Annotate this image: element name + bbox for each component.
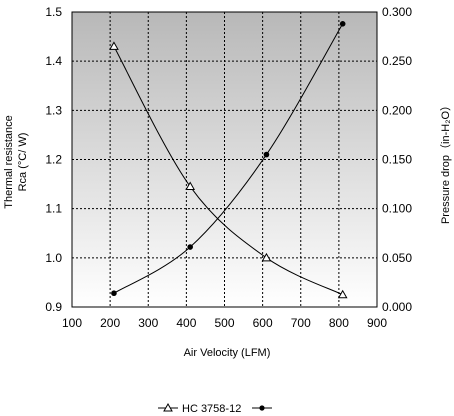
legend: HC 3758-12 bbox=[158, 402, 272, 415]
series-2-line bbox=[113, 23, 344, 294]
x-tick-label-500: 500 bbox=[214, 316, 234, 330]
series-1-point-610 bbox=[261, 252, 272, 262]
x-tick-label-600: 600 bbox=[253, 316, 273, 330]
series-1-point-210 bbox=[109, 41, 119, 50]
legend-triangle-marker bbox=[163, 402, 173, 412]
x-tick-label-200: 200 bbox=[100, 316, 120, 330]
x-tick-label-400: 400 bbox=[176, 316, 196, 330]
x-tick-label-100: 100 bbox=[62, 316, 82, 330]
x-tick-label-700: 700 bbox=[291, 316, 311, 330]
y-right-tick-label-0.150: 0.150 bbox=[382, 153, 412, 167]
x-axis-title: Air Velocity (LFM) bbox=[184, 347, 271, 359]
y-left-tick-label-1.0: 1.0 bbox=[45, 251, 62, 265]
series-2-point-410 bbox=[187, 244, 193, 250]
y-left-tick-label-1.3: 1.3 bbox=[45, 103, 62, 117]
tick-labels: 100 200 300 400 500 600 700 800 900 0.9 1.0 1.1 1.2 1… bbox=[45, 5, 412, 330]
y-left-tick-label-1.5: 1.5 bbox=[45, 5, 62, 19]
series-1-point-810 bbox=[337, 289, 348, 299]
y-left-axis-title-line2: Rca (°C/ W) bbox=[17, 133, 29, 192]
y-right-tick-label-0.000: 0.000 bbox=[382, 300, 412, 314]
series-2-point-210 bbox=[111, 290, 117, 297]
series-2-point-810 bbox=[339, 21, 346, 27]
y-right-tick-label-0.100: 0.100 bbox=[382, 202, 412, 216]
y-left-tick-label-1.4: 1.4 bbox=[45, 54, 62, 68]
series bbox=[109, 21, 348, 299]
y-left-tick-label-1.1: 1.1 bbox=[45, 202, 62, 216]
y-right-tick-label-0.050: 0.050 bbox=[382, 251, 412, 265]
gridlines bbox=[72, 12, 377, 307]
x-tick-label-900: 900 bbox=[367, 316, 387, 330]
legend-label-series-1: HC 3758-12 bbox=[182, 403, 241, 415]
x-tick-label-300: 300 bbox=[138, 316, 158, 330]
y-left-axis-title-line1: Thermal resistance bbox=[3, 115, 15, 209]
y-right-tick-label-0.300: 0.300 bbox=[382, 5, 412, 19]
y-left-tick-label-0.9: 0.9 bbox=[45, 300, 62, 314]
y-right-tick-label-0.200: 0.200 bbox=[382, 103, 412, 117]
y-right-axis-title: Pressure drop（in-H₂O） bbox=[439, 100, 452, 224]
plot-frame bbox=[71, 11, 378, 308]
x-tick-label-800: 800 bbox=[329, 316, 349, 330]
y-left-tick-label-1.2: 1.2 bbox=[45, 153, 62, 167]
y-right-tick-label-0.250: 0.250 bbox=[382, 54, 412, 68]
series-2-point-610 bbox=[263, 151, 270, 158]
legend-circle-marker bbox=[259, 405, 265, 411]
series-1-point-410 bbox=[185, 181, 196, 191]
